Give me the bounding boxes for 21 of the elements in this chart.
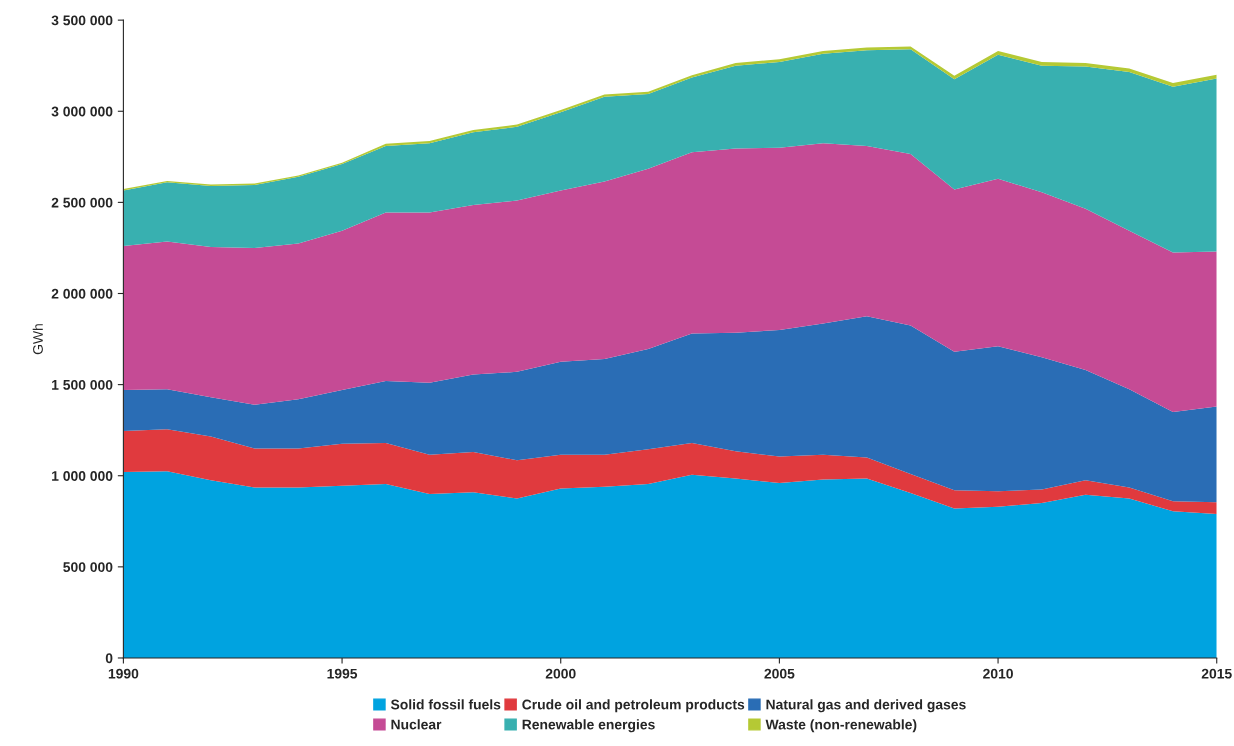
y-tick-label: 500 000 [63, 562, 113, 573]
legend-label: Solid fossil fuels [390, 699, 501, 710]
legend-label: Renewable energies [522, 719, 655, 733]
y-tick-label: 1 500 000 [52, 379, 113, 390]
legend-label: Crude oil and petroleum products [522, 699, 745, 713]
legend-label: Waste (non-renewable) [765, 719, 917, 733]
legend-label: Nuclear [391, 719, 442, 730]
y-axis-title: GWh [32, 324, 43, 355]
x-tick-label: 2000 [545, 668, 576, 679]
y-tick-label: 2 000 000 [51, 288, 113, 299]
y-tick-label: 0 [105, 653, 113, 664]
y-tick-label: 3 500 000 [51, 15, 113, 26]
x-tick-label: 2010 [983, 668, 1013, 679]
legend-label: Natural gas and derived gases [766, 699, 966, 713]
y-tick-label: 1 000 000 [52, 471, 113, 481]
y-tick-label: 2 500 000 [51, 197, 113, 208]
x-tick-label: 1995 [327, 668, 358, 679]
y-tick-label: 3 000 000 [51, 106, 113, 117]
x-tick-label: 1990 [108, 668, 139, 679]
x-tick-label: 2015 [1201, 668, 1232, 679]
x-tick-label: 2005 [764, 668, 795, 679]
